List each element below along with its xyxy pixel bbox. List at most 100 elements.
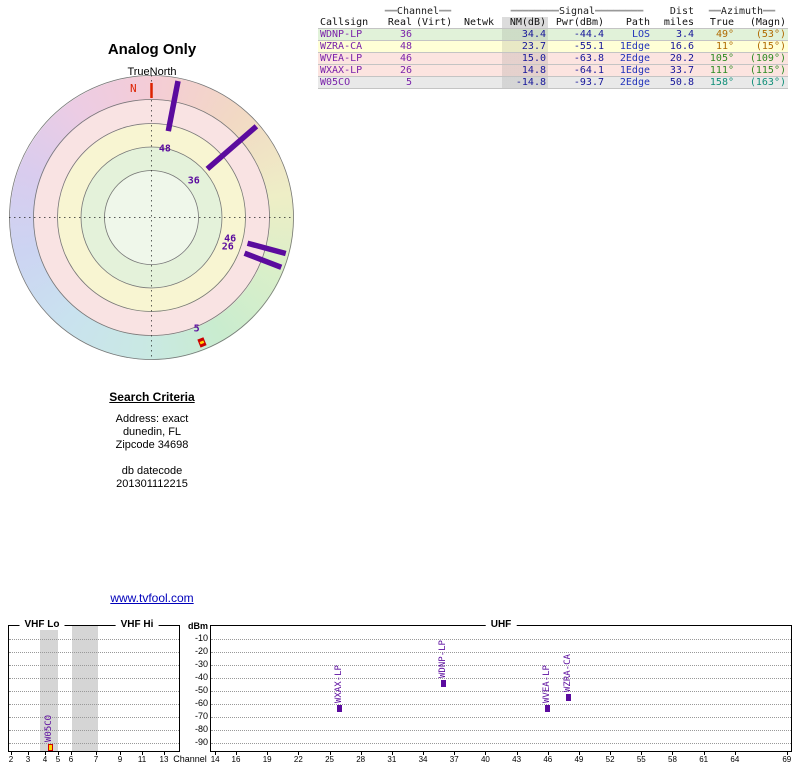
cell-callsign: WDNP-LP xyxy=(318,28,380,41)
cell-pwr: -44.4 xyxy=(548,28,606,41)
gridline xyxy=(9,704,179,705)
dist-group-header: Dist xyxy=(669,6,694,17)
gridline xyxy=(9,665,179,666)
cell-virt xyxy=(414,28,456,41)
cell-netwk xyxy=(456,64,502,77)
radar-channel-label: 5 xyxy=(193,323,200,335)
spectrum-chart: VHF Lo VHF Hi UHF dBm Channel -10 -20 -30 -… xyxy=(0,618,800,768)
gridline xyxy=(9,639,179,640)
criteria-line: 201301112215 xyxy=(116,478,188,490)
channel-tick-label: 16 xyxy=(231,755,241,764)
cell-netwk xyxy=(456,76,502,89)
cell-pwr: -63.8 xyxy=(548,52,606,65)
channel-tick-label: 52 xyxy=(605,755,615,764)
signal-callsign-label: WVEA-LP xyxy=(541,665,552,703)
gridline xyxy=(211,743,791,744)
channel-tick xyxy=(547,752,549,755)
gridline xyxy=(9,652,179,653)
channel-tick xyxy=(610,752,612,755)
channel-tick-label: 69 xyxy=(782,755,792,764)
gridline xyxy=(9,730,179,731)
gridline xyxy=(211,652,791,653)
channel-tick xyxy=(96,752,97,755)
cell-virt xyxy=(414,64,456,77)
channel-tick-label: 9 xyxy=(117,755,123,764)
channel-tick-label: 14 xyxy=(210,755,220,764)
channel-tick xyxy=(58,752,59,755)
channel-tick xyxy=(329,752,331,755)
channel-tick xyxy=(641,752,643,755)
search-criteria: Search Criteria Address: exact dunedin, F… xyxy=(52,390,252,491)
gridline xyxy=(211,678,791,679)
dbm-tick-label: -40 xyxy=(194,672,208,682)
cell-real: 36 xyxy=(380,28,414,41)
cell-path: 2Edge xyxy=(606,52,652,65)
radar-spoke xyxy=(246,240,287,257)
channel-tick xyxy=(164,752,165,755)
north-label: N xyxy=(130,82,137,95)
signal-callsign-label: WXAX-LP xyxy=(333,665,344,704)
cell-pwr: -93.7 xyxy=(548,76,606,89)
channel-tick-label: 61 xyxy=(699,755,709,764)
uhf-label: UHF xyxy=(485,619,517,630)
dbm-tick-label: -50 xyxy=(194,685,208,695)
cell-az_magn: (163°) xyxy=(736,76,788,89)
cell-virt xyxy=(414,40,456,53)
cell-path: 2Edge xyxy=(606,76,652,89)
channel-tick xyxy=(578,752,580,755)
gridline xyxy=(9,678,179,679)
column-header: Netwk xyxy=(456,17,502,29)
column-header: (Magn) xyxy=(736,17,788,29)
radar-ring-outline xyxy=(80,146,223,289)
column-header: True xyxy=(696,17,736,29)
column-header: Callsign xyxy=(318,17,380,29)
radar-channel-label: 26 xyxy=(221,241,234,253)
cell-callsign: WZRA-CA xyxy=(318,40,380,53)
channel-tick xyxy=(215,752,217,755)
channel-tick-label: 4 xyxy=(42,755,48,764)
channel-tick-label: 3 xyxy=(25,755,31,764)
signal-table: ━━Channel━━ ━━━━━━━━Signal━━━━━━━━ Dist … xyxy=(318,6,788,89)
cell-miles: 16.6 xyxy=(652,40,696,53)
radar-plot: N 48 36 46 26 5 xyxy=(9,75,294,360)
column-header: Real xyxy=(380,17,414,29)
cell-az_true: 158° xyxy=(696,76,736,89)
cell-miles: 3.4 xyxy=(652,28,696,41)
channel-tick-label: 40 xyxy=(480,755,490,764)
gridline xyxy=(211,639,791,640)
tvfool-link[interactable]: www.tvfool.com xyxy=(110,591,194,605)
group-header-row: ━━Channel━━ ━━━━━━━━Signal━━━━━━━━ Dist … xyxy=(318,6,788,17)
column-header: Pwr(dBm) xyxy=(548,17,606,29)
gridline xyxy=(211,665,791,666)
dbm-tick-label: -20 xyxy=(194,646,208,656)
vhf-hi-label: VHF Hi xyxy=(115,619,159,630)
cell-miles: 33.7 xyxy=(652,64,696,77)
dbm-tick-label: -30 xyxy=(194,659,208,669)
signal-marker xyxy=(337,705,343,713)
cell-az_true: 11° xyxy=(696,40,736,53)
channel-tick xyxy=(734,752,736,755)
column-header: Path xyxy=(606,17,652,29)
signal-callsign-label: W05CO xyxy=(44,714,54,742)
uhf-box xyxy=(210,625,792,752)
truenorth-label: TrueNorth xyxy=(127,66,177,78)
cell-nm: -14.8 xyxy=(502,76,548,89)
channel-tick xyxy=(672,752,674,755)
search-criteria-heading: Search Criteria xyxy=(109,390,195,404)
cell-az_true: 105° xyxy=(696,52,736,65)
vhf-box xyxy=(8,625,180,752)
channel-tick-label: 46 xyxy=(543,755,553,764)
channel-tick xyxy=(45,752,46,755)
cell-real: 26 xyxy=(380,64,414,77)
cell-nm: 23.7 xyxy=(502,40,548,53)
radar-spoke-special-fill xyxy=(199,340,205,345)
table-row: WZRA-CA 48 23.7 -55.1 1Edge 16.6 11° (15°) xyxy=(318,40,788,53)
channel-tick xyxy=(516,752,518,755)
channel-group-header: ━━Channel━━ xyxy=(384,6,452,17)
channel-tick-label: 58 xyxy=(668,755,677,764)
channel-tick-label: 55 xyxy=(636,755,646,764)
cell-nm: 15.0 xyxy=(502,52,548,65)
radar-spoke xyxy=(205,124,259,172)
channel-tick-label: 2 xyxy=(8,755,14,764)
